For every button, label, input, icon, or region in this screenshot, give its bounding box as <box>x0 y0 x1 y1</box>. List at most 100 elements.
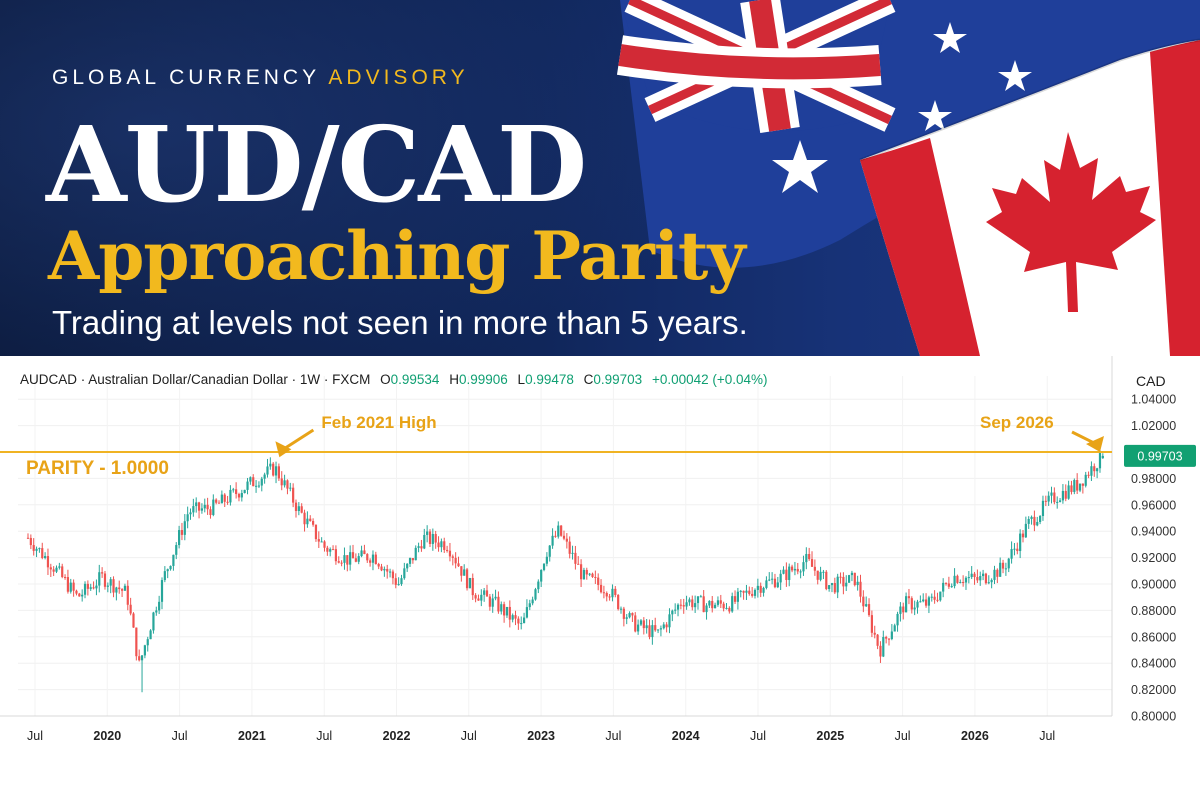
low-label: L <box>517 372 526 387</box>
candle <box>602 585 606 599</box>
candlestick-chart[interactable]: 1.040001.020001.000000.980000.960000.940… <box>0 356 1200 800</box>
candle-body <box>922 599 925 602</box>
candle-body <box>867 604 871 616</box>
candle-body <box>300 506 303 513</box>
candle <box>739 589 742 598</box>
candle <box>246 477 249 495</box>
candle <box>885 635 888 644</box>
candle-body <box>203 504 206 509</box>
candle <box>445 545 449 553</box>
candle <box>317 531 320 549</box>
candle-body <box>810 559 814 567</box>
candle-body <box>46 556 50 568</box>
candle <box>939 591 942 602</box>
candle-body <box>163 571 166 581</box>
candle <box>514 610 517 626</box>
candles <box>26 449 1104 693</box>
candle <box>639 619 643 627</box>
candle-body <box>423 534 426 549</box>
x-tick-label: 2022 <box>383 729 411 743</box>
candle-body <box>349 552 352 565</box>
candle-body <box>534 589 537 600</box>
candle-body <box>856 581 859 586</box>
candle-body <box>192 506 195 513</box>
candle <box>762 586 765 597</box>
candle <box>200 503 204 514</box>
candle <box>850 570 854 582</box>
candle-body <box>246 481 249 490</box>
annotation-arrow-head <box>1086 435 1104 452</box>
candle <box>346 555 349 572</box>
candle-body <box>306 518 309 525</box>
candle-body <box>232 489 235 491</box>
candle-body <box>1064 490 1067 499</box>
candle-body <box>98 572 101 586</box>
candle <box>1016 542 1019 555</box>
candle <box>853 572 856 587</box>
candle <box>984 572 988 585</box>
candle-body <box>92 587 95 589</box>
candle-body <box>882 637 885 657</box>
candle <box>340 560 343 567</box>
candle-body <box>947 583 950 587</box>
candle <box>311 518 315 527</box>
candle <box>574 545 577 570</box>
candle-body <box>189 512 192 515</box>
candle <box>577 556 580 565</box>
candle <box>1058 498 1062 503</box>
candle-body <box>471 578 474 596</box>
candle-body <box>460 566 463 576</box>
candle-body <box>129 604 132 614</box>
candle <box>634 612 637 633</box>
candle-body <box>768 579 771 581</box>
candle <box>297 502 300 516</box>
candle-body <box>149 630 152 640</box>
candle-body <box>537 581 540 590</box>
candle-body <box>528 603 531 608</box>
candle-body <box>973 573 976 578</box>
candle-body <box>503 604 506 616</box>
candle <box>1090 461 1093 482</box>
y-tick-label: 0.94000 <box>1131 525 1176 539</box>
candle <box>736 587 739 610</box>
candle <box>847 574 851 583</box>
candle <box>1027 516 1030 529</box>
candle <box>936 592 939 603</box>
candle <box>149 629 152 640</box>
y-tick-label: 0.92000 <box>1131 551 1176 565</box>
candle-body <box>212 499 215 515</box>
candle-body <box>226 501 229 503</box>
candle-body <box>106 585 109 587</box>
candle-body <box>656 629 660 631</box>
candle-body <box>374 554 377 565</box>
candle-body <box>517 618 520 624</box>
candle-body <box>126 585 129 605</box>
candle-body <box>577 563 580 565</box>
candle-body <box>500 604 503 612</box>
candle <box>383 566 386 577</box>
candle <box>72 579 75 597</box>
candle-body <box>696 596 700 604</box>
candle-body <box>146 639 149 646</box>
candle-body <box>836 576 839 593</box>
candle-body <box>1021 533 1025 538</box>
chart-panel[interactable]: 1.040001.020001.000000.980000.960000.940… <box>0 356 1200 800</box>
candle-body <box>220 494 223 504</box>
candle-body <box>819 571 822 580</box>
candle <box>748 586 751 596</box>
candle <box>366 553 369 563</box>
candle <box>263 472 266 484</box>
candle-body <box>388 571 392 573</box>
candle <box>240 489 243 502</box>
candle <box>1039 515 1042 525</box>
candle <box>189 508 192 520</box>
change-value: +0.00042 (+0.04%) <box>651 372 768 387</box>
candle-body <box>417 546 420 548</box>
candle-body <box>428 531 432 544</box>
candle <box>223 493 226 507</box>
candle-body <box>950 586 953 588</box>
candle-body <box>254 485 258 487</box>
candle <box>483 587 486 602</box>
candle-body <box>813 566 816 571</box>
candle <box>83 581 87 599</box>
